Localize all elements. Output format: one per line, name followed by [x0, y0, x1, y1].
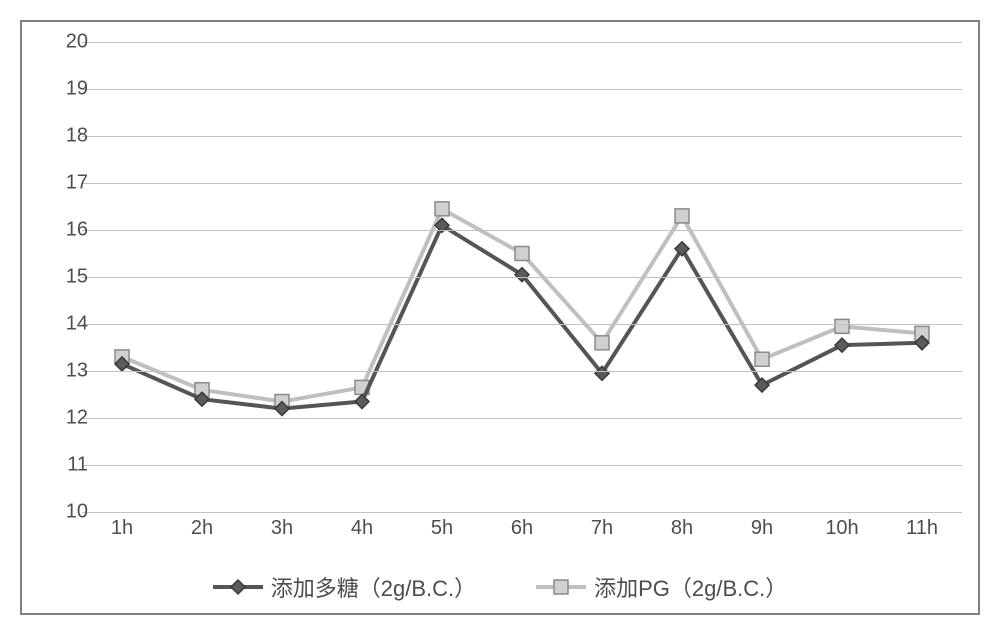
gridline: [82, 183, 962, 184]
data-marker: [231, 580, 245, 594]
y-axis-label: 11: [28, 454, 88, 477]
gridline: [82, 465, 962, 466]
plot-area: [82, 42, 962, 512]
gridline: [82, 277, 962, 278]
data-marker: [515, 247, 529, 261]
gridline: [82, 230, 962, 231]
y-axis-label: 17: [28, 172, 88, 195]
y-axis-label: 13: [28, 360, 88, 383]
chart-frame: 添加多糖（2g/B.C.） 添加PG（2g/B.C.） 10 11 12 13 14 15…: [20, 20, 980, 615]
y-axis-label: 16: [28, 219, 88, 242]
x-axis-label: 8h: [671, 517, 693, 540]
x-axis-label: 7h: [591, 517, 613, 540]
data-marker: [835, 319, 849, 333]
gridline: [82, 512, 962, 513]
data-marker: [435, 202, 449, 216]
x-axis-label: 3h: [271, 517, 293, 540]
y-axis-label: 12: [28, 407, 88, 430]
data-marker: [355, 395, 369, 409]
data-marker: [675, 209, 689, 223]
gridline: [82, 42, 962, 43]
gridline: [82, 324, 962, 325]
y-axis-label: 15: [28, 266, 88, 289]
x-axis-label: 6h: [511, 517, 533, 540]
series-line: [122, 209, 922, 402]
legend-label-1: 添加PG（2g/B.C.）: [594, 571, 787, 603]
legend-label-0: 添加多糖（2g/B.C.）: [271, 571, 476, 603]
data-marker: [835, 338, 849, 352]
gridline: [82, 89, 962, 90]
data-marker: [755, 352, 769, 366]
y-axis-label: 18: [28, 125, 88, 148]
y-axis-label: 19: [28, 78, 88, 101]
gridline: [82, 418, 962, 419]
x-axis-label: 2h: [191, 517, 213, 540]
gridline: [82, 371, 962, 372]
x-axis-label: 1h: [111, 517, 133, 540]
legend-swatch-1: [536, 575, 586, 599]
x-axis-label: 10h: [825, 517, 858, 540]
data-marker: [595, 336, 609, 350]
gridline: [82, 136, 962, 137]
y-axis-label: 20: [28, 31, 88, 54]
x-axis-label: 9h: [751, 517, 773, 540]
legend-item-series-1: 添加PG（2g/B.C.）: [536, 571, 787, 603]
legend: 添加多糖（2g/B.C.） 添加PG（2g/B.C.）: [22, 571, 978, 603]
y-axis-label: 10: [28, 501, 88, 524]
y-axis-label: 14: [28, 313, 88, 336]
x-axis-label: 4h: [351, 517, 373, 540]
legend-item-series-0: 添加多糖（2g/B.C.）: [213, 571, 476, 603]
x-axis-label: 11h: [906, 517, 938, 540]
legend-swatch-0: [213, 575, 263, 599]
data-marker: [554, 580, 568, 594]
x-axis-label: 5h: [431, 517, 453, 540]
